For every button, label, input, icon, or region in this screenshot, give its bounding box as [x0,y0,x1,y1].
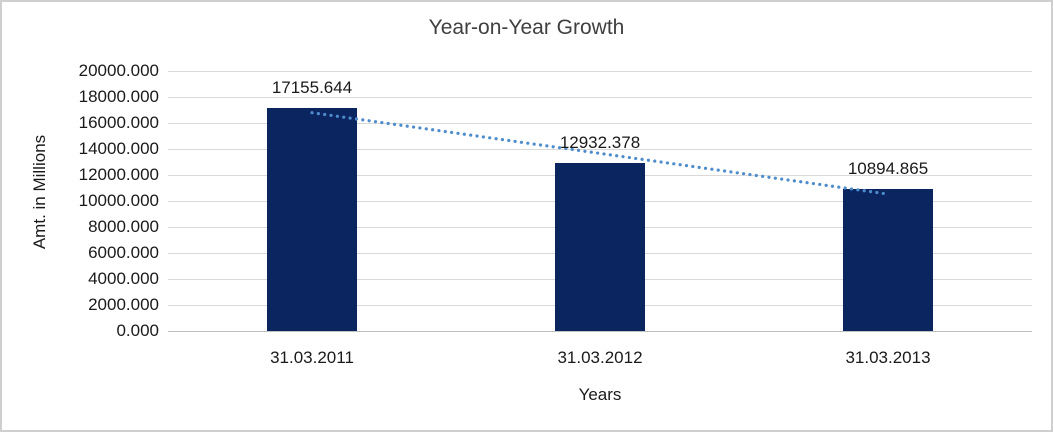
y-tick-label: 6000.000 [88,243,159,262]
y-tick-label: 20000.000 [78,61,159,80]
bar [267,107,357,331]
gridline [168,70,1032,72]
bar-value-label: 17155.644 [271,77,353,97]
category-label: 31.03.2012 [557,348,643,367]
y-tick-label: 12000.000 [78,165,159,184]
y-tick-label: 0.000 [116,321,159,340]
bar [843,189,933,331]
category-label: 31.03.2011 [270,348,354,367]
y-tick-label: 2000.000 [88,295,159,314]
y-axis-tick-labels: 20000.000 18000.000 16000.000 14000.000 1200… [2,61,159,340]
plot-area: 17155.644 12932.378 10894.865 [168,70,1032,332]
y-tick-label: 16000.000 [78,113,159,132]
category-label: 31.03.2013 [845,348,931,367]
bar-value-label: 10894.865 [847,159,929,179]
gridline [168,96,1032,98]
y-tick-label: 8000.000 [88,217,159,236]
x-axis-line [168,330,1032,332]
y-tick-label: 10000.000 [78,191,159,210]
chart-title: Year-on-Year Growth [428,16,625,39]
y-tick-label: 14000.000 [78,139,159,158]
x-axis-category-labels: 31.03.2011 31.03.2012 31.03.2013 [168,348,1032,368]
bar-value-label: 12932.378 [559,132,641,152]
bar [555,162,645,331]
y-tick-label: 4000.000 [88,269,159,288]
x-axis-title: Years [578,385,622,404]
y-tick-label: 18000.000 [78,87,159,106]
